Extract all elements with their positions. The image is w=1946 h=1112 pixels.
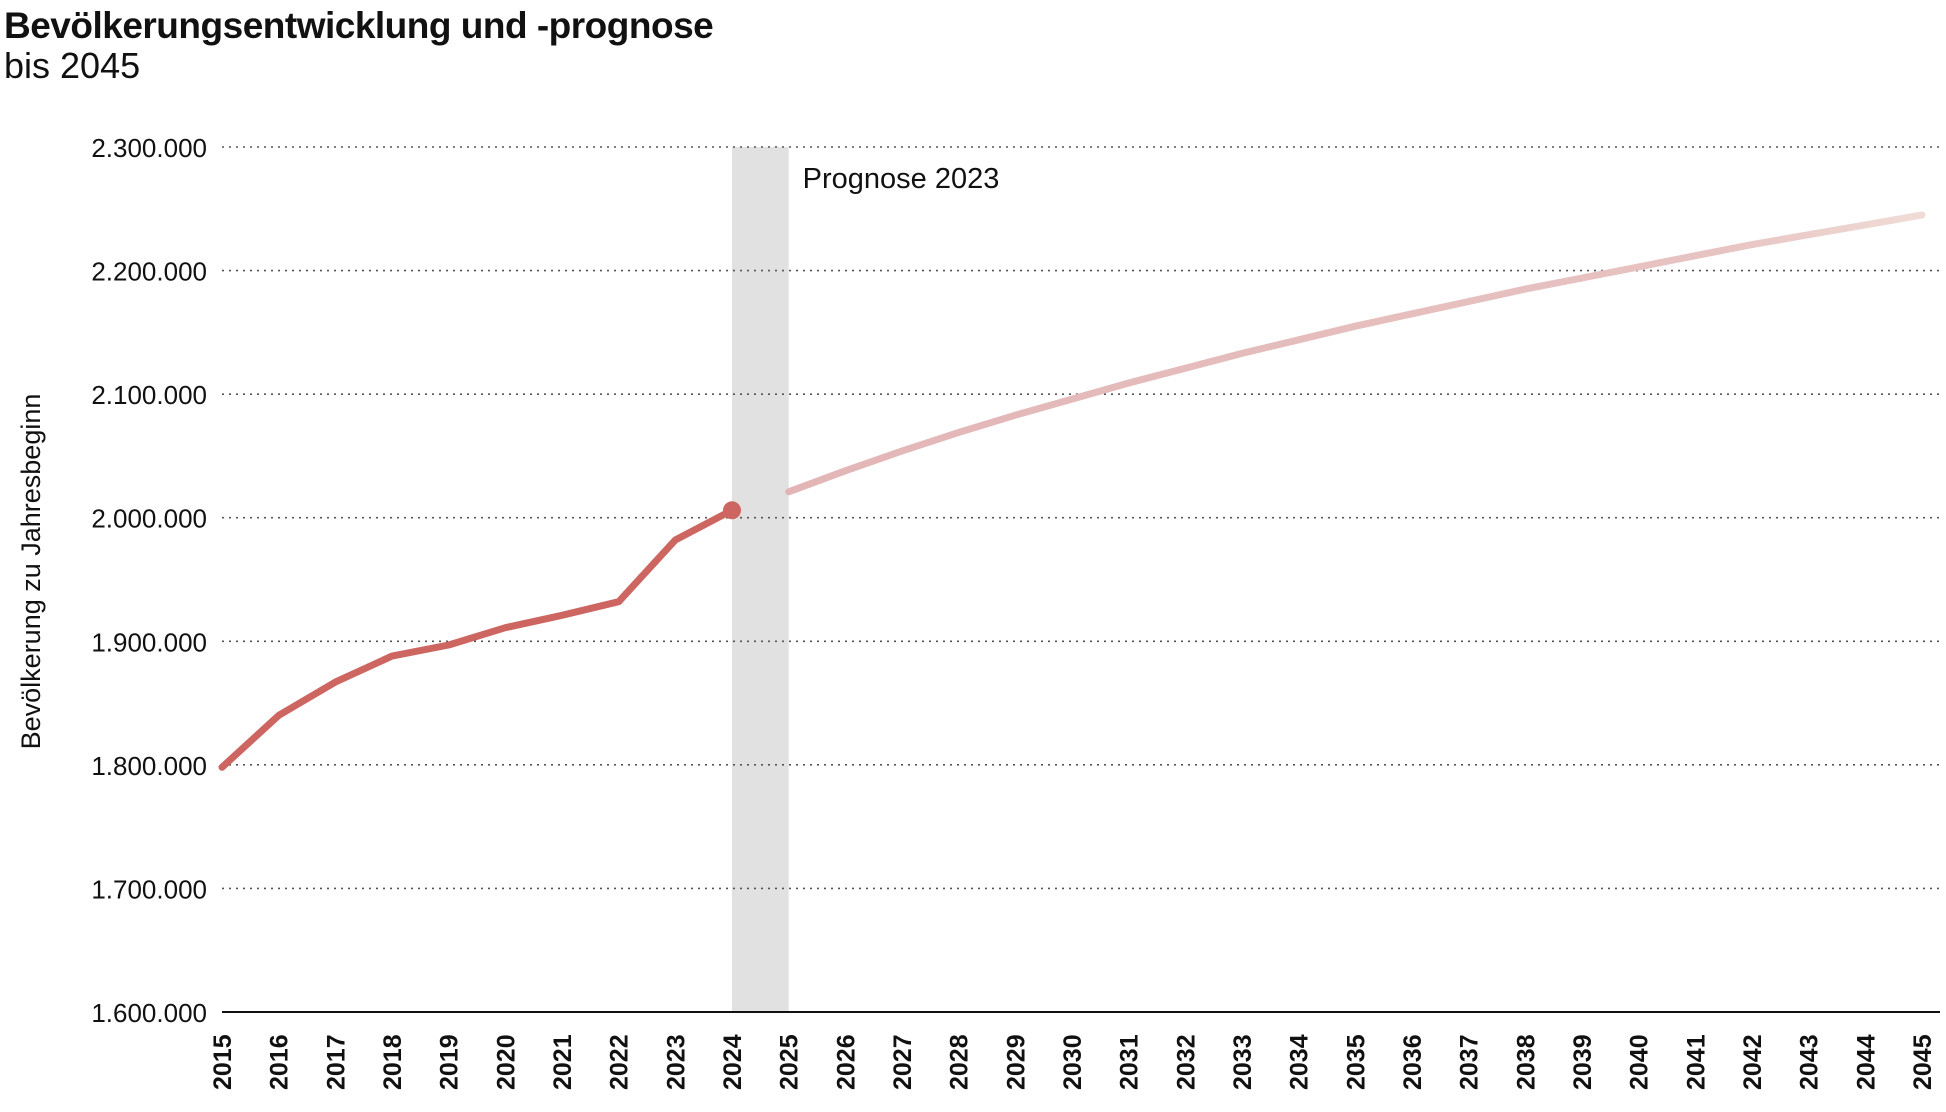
x-tick-label: 2027 (889, 1034, 917, 1090)
x-tick-labels: 2015 2016 2017 2018 2019 2020 2021 2022 2023 2024… (209, 1034, 1937, 1090)
x-tick-label: 2033 (1229, 1034, 1257, 1090)
x-tick-label: 2034 (1286, 1034, 1314, 1090)
x-tick-label: 2029 (1002, 1034, 1030, 1090)
series-group (218, 211, 1926, 771)
y-tick-label: 1.700.000 (91, 874, 207, 904)
x-tick-label: 2028 (946, 1034, 974, 1090)
x-tick-label: 2045 (1909, 1034, 1937, 1090)
x-tick-label: 2044 (1852, 1034, 1880, 1090)
x-tick-label: 2019 (436, 1034, 464, 1090)
last-actual-point (723, 501, 741, 520)
x-tick-label: 2025 (776, 1034, 804, 1090)
x-tick-label: 2038 (1512, 1034, 1540, 1090)
x-tick-label: 2036 (1399, 1034, 1427, 1090)
x-tick-label: 2026 (832, 1034, 860, 1090)
x-tick-label: 2039 (1569, 1034, 1597, 1090)
x-tick-label: 2017 (322, 1034, 350, 1090)
y-tick-label: 2.100.000 (91, 380, 207, 410)
x-tick-label: 2015 (209, 1034, 237, 1090)
x-tick-label: 2042 (1739, 1034, 1767, 1090)
series-line-actual (218, 506, 736, 771)
chart-subtitle: bis 2045 (4, 45, 141, 86)
x-tick-label: 2041 (1682, 1034, 1710, 1090)
x-tick-label: 2018 (379, 1034, 407, 1090)
y-tick-labels: 1.600.000 1.700.000 1.800.000 1.900.000 2.00… (91, 133, 207, 1028)
chart-title: Bevölkerungsentwicklung und -prognose (4, 5, 714, 46)
forecast-shaded-band (732, 147, 789, 1012)
x-tick-label: 2021 (549, 1034, 577, 1090)
y-axis-label: Bevölkerung zu Jahresbeginn (16, 394, 46, 750)
y-tick-label: 1.800.000 (91, 751, 207, 781)
y-tick-label: 2.200.000 (91, 257, 207, 287)
x-tick-label: 2020 (492, 1034, 520, 1090)
y-tick-label: 2.000.000 (91, 504, 207, 534)
x-tick-label: 2024 (719, 1034, 747, 1090)
series-line-forecast (785, 211, 1926, 496)
x-tick-label: 2040 (1626, 1034, 1654, 1090)
x-tick-label: 2037 (1456, 1034, 1484, 1090)
x-tick-label: 2022 (606, 1034, 634, 1090)
y-tick-label: 1.600.000 (91, 998, 207, 1028)
x-tick-label: 2035 (1342, 1034, 1370, 1090)
forecast-annotation: Prognose 2023 (803, 163, 1000, 195)
x-tick-label: 2030 (1059, 1034, 1087, 1090)
y-tick-label: 2.300.000 (91, 133, 207, 163)
y-tick-label: 1.900.000 (91, 627, 207, 657)
x-tick-label: 2016 (266, 1034, 294, 1090)
x-tick-label: 2032 (1172, 1034, 1200, 1090)
x-tick-label: 2031 (1116, 1034, 1144, 1090)
x-tick-label: 2023 (662, 1034, 690, 1090)
x-tick-label: 2043 (1796, 1034, 1824, 1090)
